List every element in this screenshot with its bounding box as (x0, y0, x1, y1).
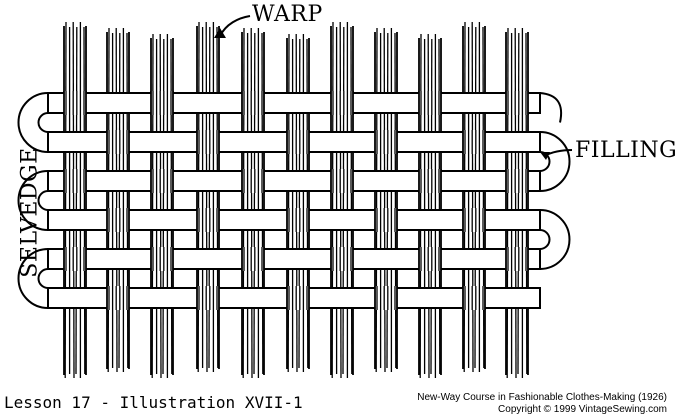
right-loop (539, 209, 571, 270)
filling-thread (47, 169, 541, 193)
warp-thread (462, 21, 486, 373)
selvedge-loop (17, 248, 49, 309)
warp-arrowhead (214, 28, 226, 38)
warp-thread (150, 33, 174, 379)
warp-over-crossing (418, 169, 442, 193)
warp-thread (63, 21, 87, 379)
warp-over-crossing (418, 247, 442, 271)
filling-end (539, 92, 562, 123)
warp-thread (330, 21, 354, 379)
warp-over-crossing (106, 286, 130, 310)
warp-over-crossing (374, 130, 398, 154)
filling-thread (47, 208, 541, 232)
filling-loops (17, 92, 571, 309)
selvedge-loop-inner (37, 268, 49, 289)
warp-over-crossing (418, 91, 442, 115)
warp-over-crossing (286, 130, 310, 154)
warp-thread (241, 27, 265, 379)
warp-over-crossing (241, 91, 265, 115)
warp-over-crossing (196, 130, 220, 154)
filling-thread (47, 247, 541, 271)
warp-pointer (219, 15, 251, 37)
credits-course: New-Way Course in Fashionable Clothes-Ma… (417, 392, 667, 403)
warp-over-crossing (330, 169, 354, 193)
filling-thread (47, 286, 541, 310)
filling-arrowhead (540, 152, 550, 160)
warp-over-crossing (374, 208, 398, 232)
warp-over-crossing (106, 208, 130, 232)
warp-thread (106, 27, 130, 373)
credits-copyright: Copyright © 1999 VintageSewing.com (498, 404, 667, 415)
warp-over-crossing (330, 247, 354, 271)
warp-over-crossing (241, 169, 265, 193)
filling-threads (47, 91, 541, 310)
warp-over-crossing (462, 130, 486, 154)
warp-over-crossing (286, 286, 310, 310)
warp-over-crossing (505, 91, 529, 115)
selvedge-label: SELVEDGE (17, 147, 43, 278)
warp-over-crossing (196, 286, 220, 310)
lesson-caption: Lesson 17 - Illustration XVII-1 (4, 393, 303, 412)
warp-over-crossing (150, 91, 174, 115)
warp-over-crossing (63, 247, 87, 271)
selvedge-loop-inner (37, 112, 49, 133)
warp-over-crossing (196, 208, 220, 232)
warp-over-crossing (330, 91, 354, 115)
selvedge-loop (17, 170, 49, 231)
warp-label: WARP (252, 2, 323, 27)
right-loop-inner (539, 229, 551, 250)
weave-diagram (17, 15, 573, 379)
filling-thread (47, 91, 541, 115)
warp-thread (505, 27, 529, 379)
warp-over-crossing (150, 169, 174, 193)
warp-thread (286, 33, 310, 373)
warp-over-crossing (63, 169, 87, 193)
warp-thread (418, 33, 442, 379)
warp-threads (63, 21, 529, 379)
warp-over-crossing (63, 91, 87, 115)
warp-over-crossing (286, 208, 310, 232)
selvedge-loop-inner (37, 190, 49, 211)
warp-over-crossing (462, 208, 486, 232)
warp-over-crossing (462, 286, 486, 310)
warp-thread (196, 21, 220, 373)
filling-label: FILLING (575, 138, 678, 163)
warp-over-crossing (505, 169, 529, 193)
filling-thread (47, 130, 541, 154)
credits: New-Way Course in Fashionable Clothes-Ma… (417, 392, 667, 416)
warp-over-crossing (106, 130, 130, 154)
warp-over-crossing (505, 247, 529, 271)
right-loop (539, 131, 571, 192)
warp-over-crossing (374, 286, 398, 310)
warp-over-crossing (241, 247, 265, 271)
selvedge-loop (17, 92, 49, 153)
warp-thread (374, 27, 398, 373)
warp-over-crossing (150, 247, 174, 271)
